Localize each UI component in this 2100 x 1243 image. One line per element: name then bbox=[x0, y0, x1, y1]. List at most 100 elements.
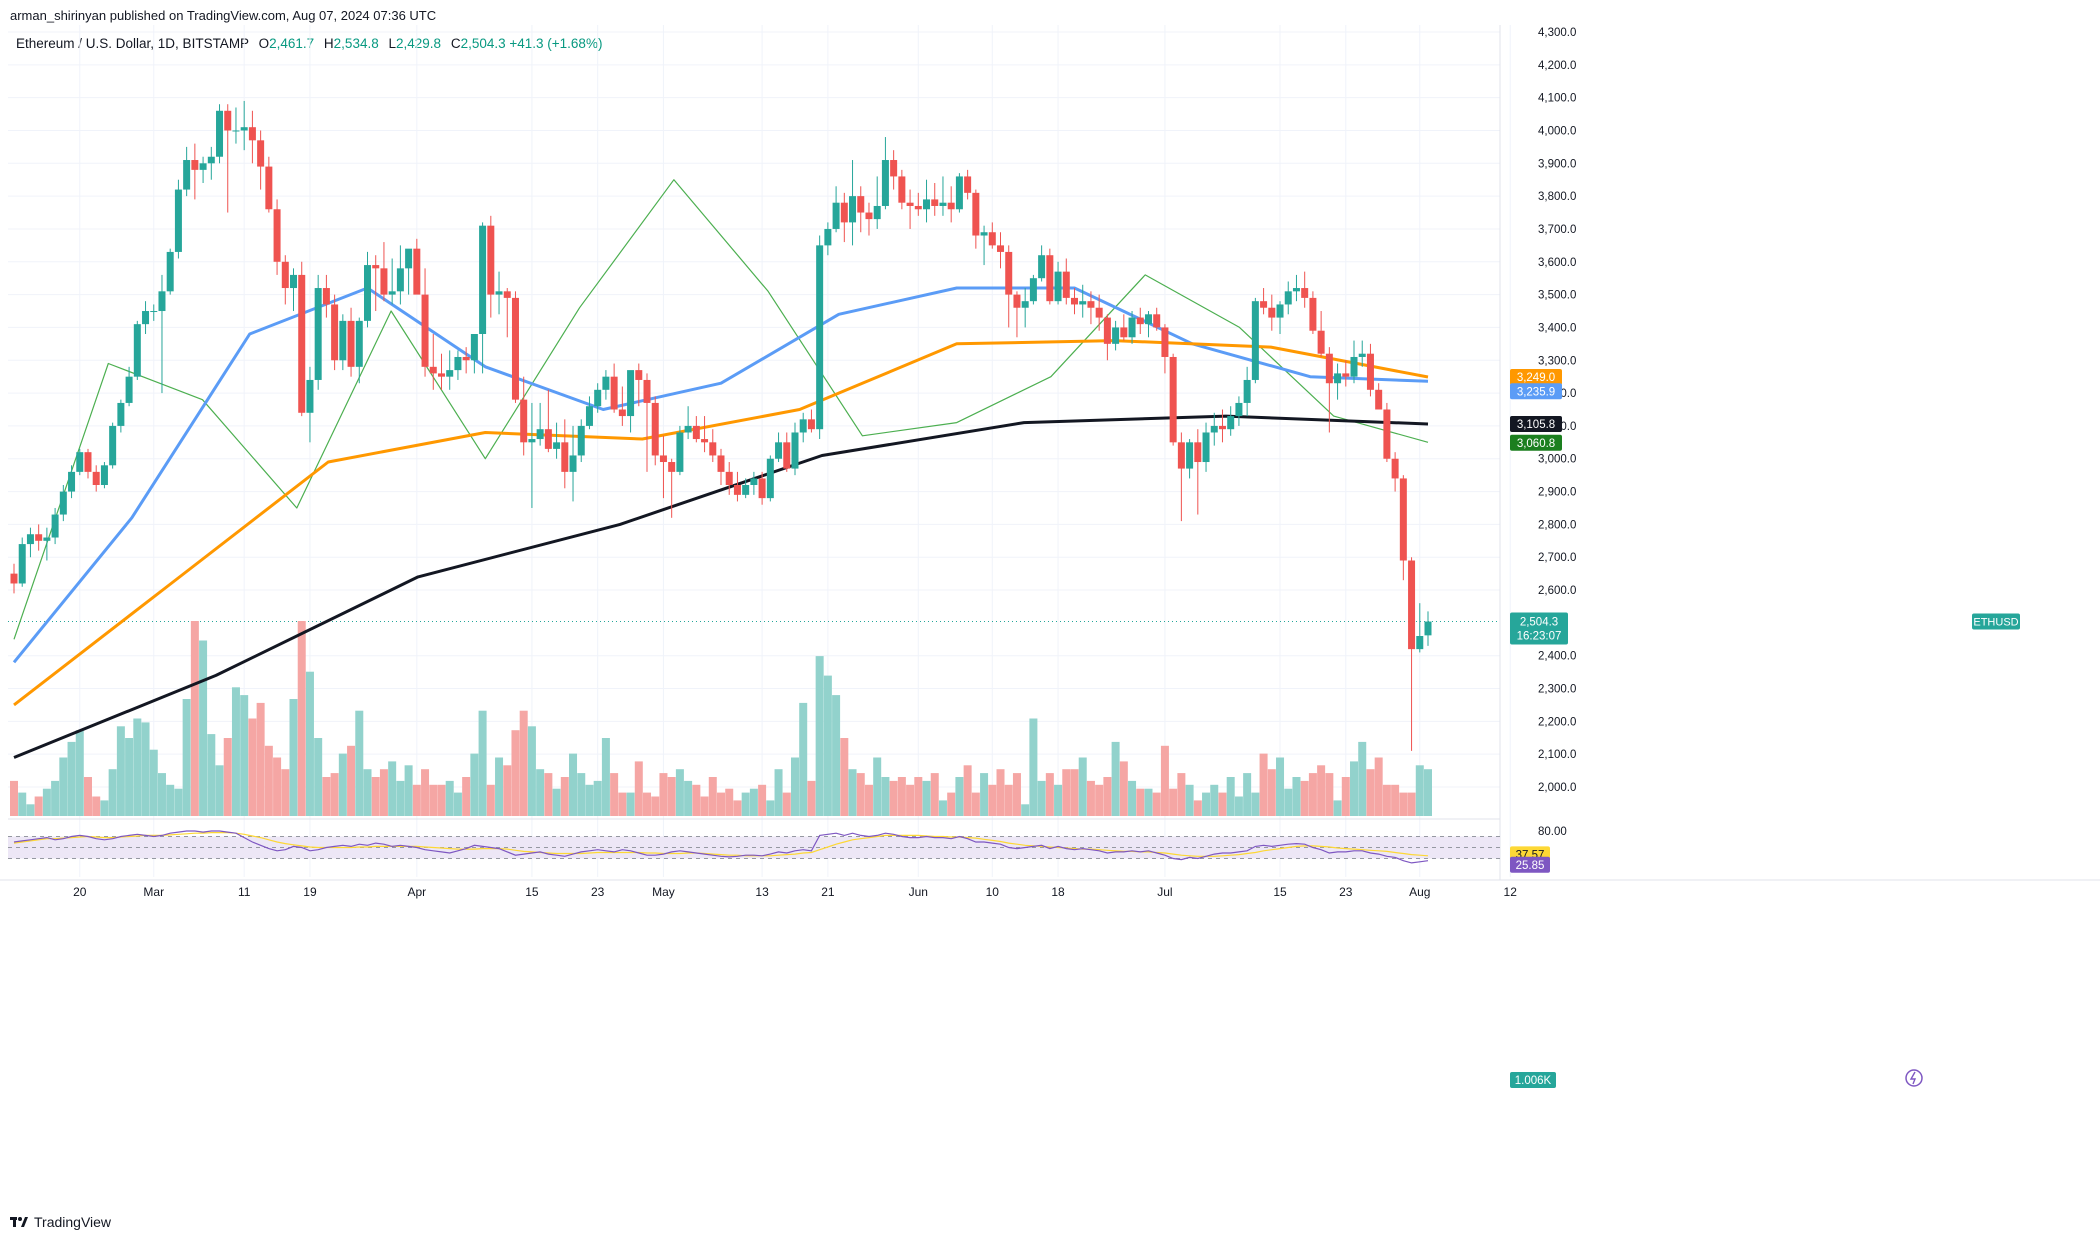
candle-body bbox=[240, 127, 248, 131]
volume-bar bbox=[527, 726, 536, 816]
candle-body bbox=[1095, 307, 1103, 318]
tradingview-logo-icon bbox=[10, 1217, 28, 1227]
candle-body bbox=[100, 465, 108, 485]
time-tick-label: 11 bbox=[238, 885, 251, 899]
volume-bar bbox=[207, 734, 216, 816]
volume-bar bbox=[1382, 784, 1391, 816]
rsi-ma-line bbox=[13, 831, 1429, 857]
volume-bar bbox=[1012, 773, 1021, 816]
candle-body bbox=[1309, 297, 1317, 331]
volume-bar bbox=[741, 792, 750, 816]
candles[interactable] bbox=[10, 100, 1432, 751]
candle-body bbox=[758, 478, 766, 499]
rsi-pane bbox=[8, 836, 1500, 859]
candle-body bbox=[1383, 409, 1391, 459]
candle-body bbox=[1235, 402, 1243, 417]
volume-bar bbox=[133, 718, 142, 816]
candle-body bbox=[1120, 327, 1128, 338]
candle-body bbox=[117, 402, 125, 426]
volume-bar bbox=[873, 757, 882, 816]
candle-body bbox=[76, 452, 84, 472]
candle-body bbox=[1186, 442, 1194, 469]
candle-body bbox=[1079, 301, 1087, 305]
candle-body bbox=[511, 297, 519, 400]
volume-bar bbox=[593, 780, 602, 816]
volume-bar bbox=[1177, 773, 1186, 816]
volume-bar bbox=[1276, 757, 1285, 816]
volume-bar bbox=[18, 792, 27, 816]
volume-bar bbox=[1341, 777, 1350, 816]
candle-body bbox=[191, 160, 199, 170]
tradingview-footer[interactable]: TradingView bbox=[10, 1214, 111, 1230]
candle-body bbox=[1366, 353, 1374, 390]
candle-body bbox=[865, 212, 873, 220]
volume-bar bbox=[445, 780, 454, 816]
time-axis[interactable]: 20 Mar 11 19 Apr 15 23 May 13 21 Jun 10 18 Jul 15 23 Aug… bbox=[73, 885, 1517, 899]
time-tick-label: Aug bbox=[1409, 885, 1430, 899]
symbol-title[interactable]: Ethereum / U.S. Dollar, 1D, BITSTAMP bbox=[16, 36, 249, 51]
volume-bar bbox=[1144, 788, 1153, 816]
volume-bar bbox=[305, 671, 314, 816]
moving-averages bbox=[12, 179, 1429, 759]
volume-bar bbox=[823, 675, 832, 816]
candle-body bbox=[487, 225, 495, 295]
candle-body bbox=[1218, 425, 1226, 430]
volume-bars bbox=[10, 621, 1432, 816]
volume-bar bbox=[470, 753, 479, 816]
candle-body bbox=[405, 248, 413, 269]
volume-bar bbox=[108, 769, 117, 816]
candle-body bbox=[1038, 255, 1046, 279]
volume-bar bbox=[355, 710, 364, 816]
tradingview-brand: TradingView bbox=[34, 1214, 112, 1230]
candle-body bbox=[273, 209, 281, 262]
candle-body bbox=[503, 291, 511, 298]
candle-body bbox=[331, 304, 339, 361]
volume-bar bbox=[1292, 777, 1301, 816]
volume-bar bbox=[314, 738, 323, 816]
volume-bar bbox=[157, 773, 166, 816]
candle-body bbox=[388, 291, 396, 295]
volume-bar bbox=[1308, 773, 1317, 816]
candle-body bbox=[1251, 301, 1259, 380]
time-tick-label: 10 bbox=[986, 885, 1000, 899]
price-axis[interactable]: 4,300.0 4,200.0 4,100.0 4,000.0 3,900.0 3,800… bbox=[1538, 27, 1576, 838]
candle-body bbox=[158, 291, 166, 312]
volume-bar bbox=[881, 777, 890, 816]
volume-bar bbox=[749, 788, 758, 816]
candle-body bbox=[396, 268, 404, 292]
volume-bar bbox=[1391, 784, 1400, 816]
candle-body bbox=[914, 205, 922, 210]
candle-body bbox=[380, 268, 388, 295]
volume-bar bbox=[26, 804, 35, 816]
candle-body bbox=[1161, 327, 1169, 357]
volume-bar bbox=[1284, 788, 1293, 816]
volume-bar bbox=[922, 780, 931, 816]
volume-bar bbox=[75, 730, 84, 816]
last-price-value: 2,504.3 bbox=[1520, 616, 1558, 628]
candle-body bbox=[1350, 356, 1358, 377]
candle-body bbox=[1169, 356, 1177, 443]
volume-bar bbox=[240, 695, 249, 816]
candle-body bbox=[939, 202, 947, 206]
candle-body bbox=[1194, 442, 1202, 463]
volume-bar bbox=[1045, 773, 1054, 816]
price-tick-label: 3,600.0 bbox=[1538, 257, 1576, 269]
price-tick-label: 4,200.0 bbox=[1538, 60, 1576, 72]
volume-bar bbox=[914, 777, 923, 816]
volume-bar bbox=[338, 753, 347, 816]
candle-body bbox=[947, 202, 955, 210]
volume-bar bbox=[404, 765, 413, 816]
volume-bar bbox=[832, 695, 841, 816]
legend-open: 2,461.7 bbox=[269, 36, 315, 51]
volume-bar bbox=[363, 769, 372, 816]
volume-bar bbox=[379, 769, 388, 816]
candle-body bbox=[1013, 294, 1021, 308]
time-tick-label: 19 bbox=[303, 885, 317, 899]
volume-bar bbox=[684, 780, 693, 816]
candle-body bbox=[257, 140, 265, 167]
candle-body bbox=[1202, 432, 1210, 463]
candle-body bbox=[51, 514, 59, 538]
candle-body bbox=[183, 160, 191, 190]
candle-body bbox=[997, 245, 1005, 252]
